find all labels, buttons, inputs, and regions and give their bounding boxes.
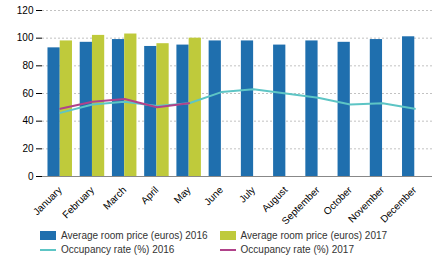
svg-text:80: 80 [22, 60, 34, 71]
html-text:Average room price (euros) 201: Average room price (euros) 2017 [240, 230, 388, 241]
svg-text:60: 60 [22, 88, 34, 99]
svg-text:May: May [172, 184, 193, 205]
svg-text:120: 120 [17, 5, 34, 16]
html-text:Occupancy rate (%) 2017: Occupancy rate (%) 2017 [240, 244, 354, 255]
html-text:Average room price (euros) 201: Average room price (euros) 2016 [61, 230, 208, 241]
svg-text:20: 20 [22, 143, 34, 154]
svg-text:0: 0 [28, 171, 34, 182]
svg-text:July: July [237, 184, 257, 204]
svg-text:June: June [202, 184, 225, 207]
svg-text:December: December [378, 184, 419, 225]
svg-text:February: February [60, 184, 96, 220]
svg-text:November: November [345, 184, 387, 225]
svg-text:100: 100 [17, 32, 34, 43]
svg-text:April: April [139, 184, 161, 206]
svg-text:January: January [31, 184, 64, 218]
svg-text:September: September [279, 184, 322, 227]
svg-text:March: March [101, 184, 128, 211]
svg-text:October: October [321, 184, 354, 218]
svg-text:40: 40 [22, 115, 34, 126]
svg-text:August: August [260, 184, 290, 214]
html-text:Occupancy rate (%) 2016: Occupancy rate (%) 2016 [61, 244, 175, 255]
